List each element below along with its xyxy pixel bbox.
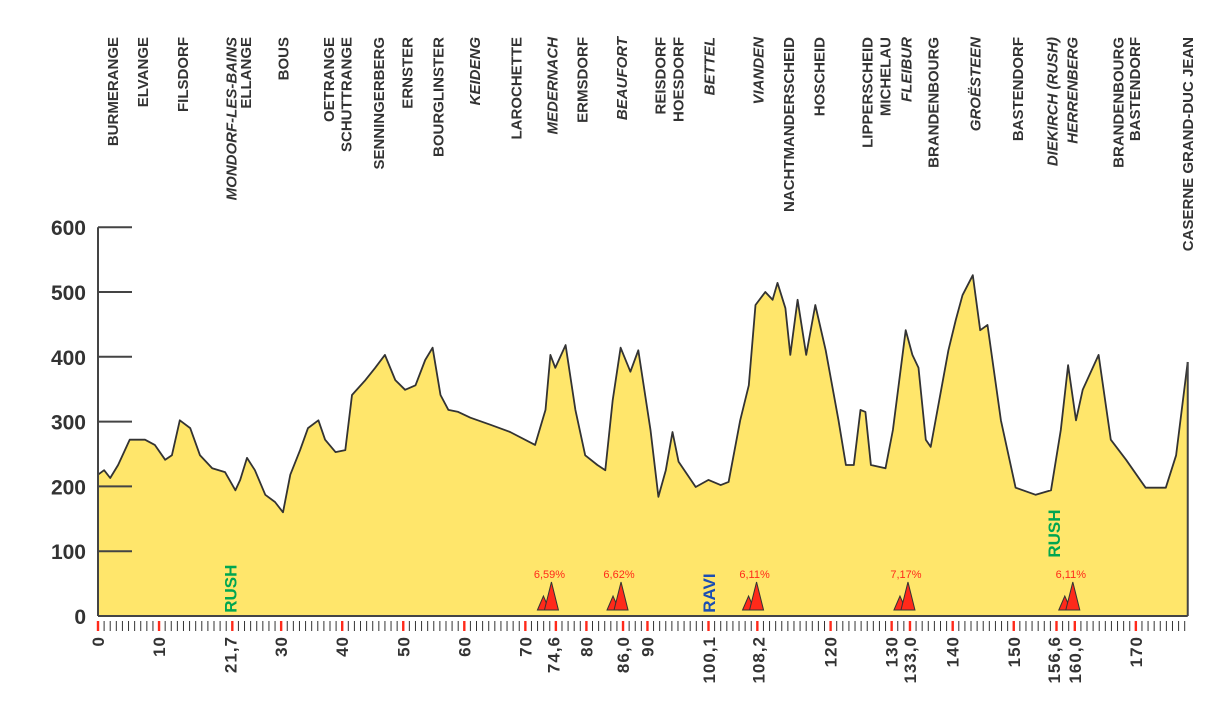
x-tick-label: 140 bbox=[944, 636, 963, 667]
place-label: MICHELAU bbox=[877, 37, 894, 116]
place-label: HERRENBERG bbox=[1065, 37, 1082, 144]
sprint-marker-label: RUSH bbox=[221, 565, 240, 613]
place-label: BASTENDORF bbox=[1127, 37, 1144, 141]
place-label: HOSCHEID bbox=[811, 37, 828, 116]
place-label: BOUS bbox=[275, 37, 292, 80]
x-tick-label: 150 bbox=[1005, 636, 1024, 667]
place-label: OETRANGE bbox=[321, 37, 338, 122]
y-tick-label: 500 bbox=[51, 282, 86, 305]
x-tick-label: 86,0 bbox=[614, 636, 633, 673]
place-label: ELVANGE bbox=[135, 37, 152, 107]
x-tick-label: 70 bbox=[516, 636, 535, 657]
x-tick-label: 21,7 bbox=[221, 636, 240, 673]
place-label: BETTEL bbox=[702, 37, 719, 95]
place-label: SCHUTTRANGE bbox=[338, 37, 355, 152]
place-label: FLEIBUR bbox=[899, 37, 916, 102]
climb-big-triangle bbox=[543, 581, 560, 611]
elevation-line bbox=[97, 274, 1189, 514]
x-tick-label: 90 bbox=[638, 636, 657, 657]
climb-big-triangle bbox=[1065, 581, 1081, 611]
place-label: ERMSDORF bbox=[575, 37, 592, 123]
place-label: ELLANGE bbox=[238, 37, 255, 109]
x-tick-label: 133,0 bbox=[901, 636, 920, 684]
place-label: BASTENDORF bbox=[1010, 37, 1027, 141]
x-tick-label: 0 bbox=[89, 636, 108, 646]
x-tick-label: 108,2 bbox=[750, 636, 769, 684]
x-tick-label: 130 bbox=[883, 636, 902, 667]
y-tick-label: 0 bbox=[74, 606, 86, 629]
y-tick-label: 600 bbox=[51, 217, 86, 240]
place-label: MONDORF-LES-BAINS bbox=[223, 37, 240, 200]
sprint-marker-label: RUSH bbox=[1045, 510, 1064, 558]
place-label: SENNINGERBERG bbox=[371, 37, 388, 170]
x-tick-label: 74,6 bbox=[544, 636, 563, 673]
x-tick-label: 40 bbox=[333, 636, 352, 657]
y-tick-label: 300 bbox=[51, 412, 86, 435]
place-label: BURMERANGE bbox=[105, 37, 122, 146]
y-tick-label: 200 bbox=[51, 476, 86, 499]
climb-big-triangle bbox=[900, 581, 916, 611]
elevation-area bbox=[98, 275, 1188, 616]
climb-gradient-label: 6,62% bbox=[603, 569, 634, 581]
place-label: KEIDENG bbox=[467, 37, 484, 106]
climb-gradient-label: 7,17% bbox=[890, 569, 921, 581]
place-label: NACHTMANDERSCHEID bbox=[781, 37, 798, 212]
climb-big-triangle bbox=[613, 581, 629, 611]
x-tick-label: 120 bbox=[822, 636, 841, 667]
y-tick-label: 400 bbox=[51, 347, 86, 370]
x-tick-label: 80 bbox=[577, 636, 596, 657]
place-label: FILSDORF bbox=[175, 37, 192, 112]
place-label: GROËSTEEN bbox=[968, 36, 985, 131]
x-tick-label: 60 bbox=[455, 636, 474, 657]
x-tick-label: 10 bbox=[150, 636, 169, 657]
climb-gradient-label: 6,11% bbox=[1056, 569, 1087, 581]
place-label: BEAUFORT bbox=[614, 35, 631, 120]
climb-gradient-label: 6,59% bbox=[534, 569, 565, 581]
place-label: DIEKIRCH (RUSH) bbox=[1045, 37, 1062, 166]
place-label: HOESDORF bbox=[670, 37, 687, 122]
place-label: REISDORF bbox=[653, 37, 670, 115]
place-label: CASERNE GRAND-DUC JEAN bbox=[1180, 37, 1197, 251]
place-label: VIANDEN bbox=[750, 36, 767, 105]
place-label: LAROCHETTE bbox=[509, 37, 526, 140]
place-label: ERNSTER bbox=[399, 37, 416, 109]
x-tick-label: 160,0 bbox=[1066, 636, 1085, 684]
place-label: BRANDENBOURG bbox=[926, 37, 943, 168]
x-tick-label: 156,6 bbox=[1045, 636, 1064, 684]
x-tick-label: 100,1 bbox=[700, 636, 719, 684]
place-label: BRANDENBOURG bbox=[1111, 37, 1128, 168]
climb-big-triangle bbox=[748, 581, 765, 611]
place-label: MEDERNACH bbox=[545, 36, 562, 135]
place-label: BOURGLINSTER bbox=[430, 37, 447, 157]
x-tick-label: 170 bbox=[1127, 636, 1146, 667]
y-tick-label: 100 bbox=[51, 541, 86, 564]
place-label: LIPPERSCHEID bbox=[860, 37, 877, 148]
sprint-marker-label: RAVI bbox=[700, 573, 719, 612]
x-tick-label: 30 bbox=[272, 636, 291, 657]
climb-gradient-label: 6,11% bbox=[739, 569, 770, 581]
x-tick-label: 50 bbox=[394, 636, 413, 657]
